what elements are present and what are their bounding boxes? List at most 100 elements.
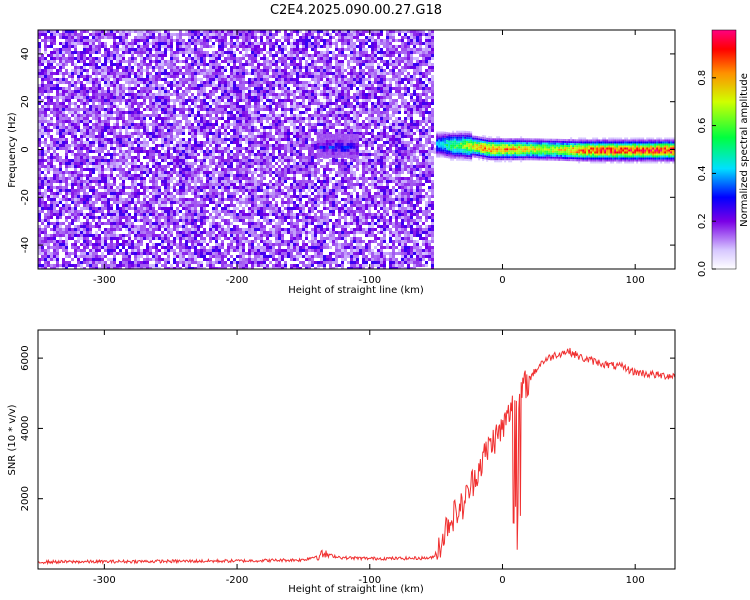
heatmap-cell [263,42,266,45]
heatmap-cell [194,54,197,57]
heatmap-cell [236,192,239,195]
heatmap-cell [224,198,227,201]
heatmap-cell [167,252,170,255]
heatmap-cell [260,180,263,183]
heatmap-cell [236,237,239,240]
heatmap-cell [173,78,176,81]
heatmap-cell [212,159,215,162]
heatmap-cell [158,84,161,87]
heatmap-cell [122,54,125,57]
heatmap-cell [137,177,140,180]
heatmap-cell [41,78,44,81]
heatmap-cell [254,144,257,147]
heatmap-cell [71,108,74,111]
heatmap-cell [170,195,173,198]
heatmap-cell [92,42,95,45]
heatmap-cell [257,213,260,216]
heatmap-cell [173,120,176,123]
heatmap-cell [227,87,230,90]
heatmap-cell [197,78,200,81]
heatmap-cell [47,225,50,228]
heatmap-cell [125,33,128,36]
heatmap-cell [182,252,185,255]
heatmap-cell [239,198,242,201]
heatmap-cell [53,255,56,258]
heatmap-cell [59,90,62,93]
heatmap-cell [104,234,107,237]
heatmap-cell [134,42,137,45]
heatmap-cell [125,210,128,213]
heatmap-cell [257,36,260,39]
heatmap-cell [89,162,92,165]
heatmap-cell [65,183,68,186]
heatmap-cell [101,258,104,261]
heatmap-cell [251,246,254,249]
heatmap-cell [200,144,203,147]
heatmap-cell [143,30,146,33]
heatmap-cell [140,75,143,78]
heatmap-cell [182,186,185,189]
heatmap-cell [242,228,245,231]
heatmap-cell [149,63,152,66]
heatmap-cell [80,87,83,90]
heatmap-cell [44,183,47,186]
heatmap-cell [209,60,212,63]
heatmap-cell [95,99,98,102]
heatmap-cell [65,126,68,129]
heatmap-cell [155,246,158,249]
heatmap-cell [62,54,65,57]
heatmap-cell [110,99,113,102]
heatmap-cell [242,162,245,165]
heatmap-cell [179,96,182,99]
heatmap-cell [110,51,113,54]
heatmap-cell [215,33,218,36]
heatmap-cell [197,186,200,189]
heatmap-cell [218,258,221,261]
heatmap-cell [227,30,230,33]
heatmap-cell [191,174,194,177]
heatmap-cell [122,96,125,99]
heatmap-cell [197,36,200,39]
heatmap-cell [56,210,59,213]
heatmap-cell [176,135,179,138]
heatmap-cell [170,48,173,51]
heatmap-cell [107,252,110,255]
heatmap-cell [62,189,65,192]
heatmap-cell [260,204,263,207]
heatmap-cell [194,258,197,261]
heatmap-cell [194,96,197,99]
heatmap-cell [101,177,104,180]
heatmap-cell [188,204,191,207]
heatmap-cell [224,51,227,54]
heatmap-cell [224,213,227,216]
heatmap-cell [257,135,260,138]
heatmap-cell [86,219,89,222]
heatmap-cell [59,225,62,228]
heatmap-cell [125,120,128,123]
heatmap-cell [212,90,215,93]
heatmap-cell [65,207,68,210]
heatmap-cell [236,126,239,129]
heatmap-cell [65,120,68,123]
heatmap-cell [173,162,176,165]
heatmap-cell [263,69,266,72]
heatmap-cell [218,30,221,33]
heatmap-cell [167,201,170,204]
heatmap-cell [188,171,191,174]
heatmap-cell [101,207,104,210]
heatmap-cell [152,96,155,99]
heatmap-cell [254,54,257,57]
heatmap-cell [188,168,191,171]
heatmap-cell [110,57,113,60]
heatmap-cell [107,111,110,114]
heatmap-cell [236,144,239,147]
heatmap-cell [59,51,62,54]
heatmap-cell [104,114,107,117]
heatmap-cell [50,159,53,162]
heatmap-cell [188,186,191,189]
heatmap-cell [239,201,242,204]
heatmap-cell [221,36,224,39]
heatmap-cell [83,45,86,48]
heatmap-cell [47,60,50,63]
heatmap-cell [146,33,149,36]
